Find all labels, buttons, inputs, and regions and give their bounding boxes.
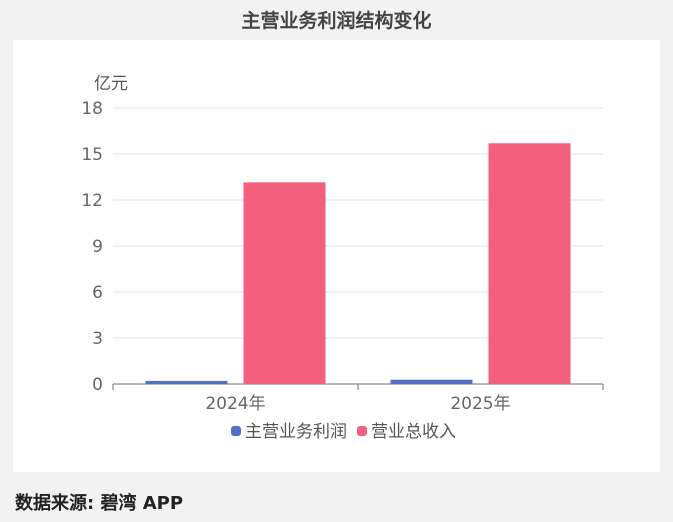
- bar-revenue: [488, 143, 571, 384]
- bar-revenue: [243, 182, 326, 384]
- legend-label-1: 营业总收入: [371, 422, 456, 442]
- legend-label-0: 主营业务利润: [245, 422, 347, 442]
- bar-profit: [390, 379, 473, 384]
- y-tick-label: 12: [81, 191, 103, 211]
- x-tick-label: 2025年: [450, 394, 510, 414]
- y-tick-label: 0: [92, 375, 103, 395]
- data-source-separator: :: [87, 493, 101, 514]
- bar-profit: [145, 380, 228, 384]
- legend-marker-1: [357, 426, 367, 436]
- data-source-label: 数据来源: [15, 493, 87, 514]
- legend-marker-0: [231, 426, 241, 436]
- y-tick-label: 15: [81, 145, 103, 165]
- data-source: 数据来源: 碧湾 APP: [15, 489, 183, 515]
- y-axis-unit-label: 亿元: [94, 74, 128, 94]
- x-tick-label: 2024年: [205, 394, 265, 414]
- y-tick-label: 18: [81, 99, 103, 119]
- data-source-value: 碧湾 APP: [100, 493, 184, 514]
- y-tick-label: 3: [92, 329, 103, 349]
- y-tick-label: 9: [92, 237, 103, 257]
- chart-title: 主营业务利润结构变化: [241, 10, 432, 32]
- y-tick-label: 6: [92, 283, 103, 303]
